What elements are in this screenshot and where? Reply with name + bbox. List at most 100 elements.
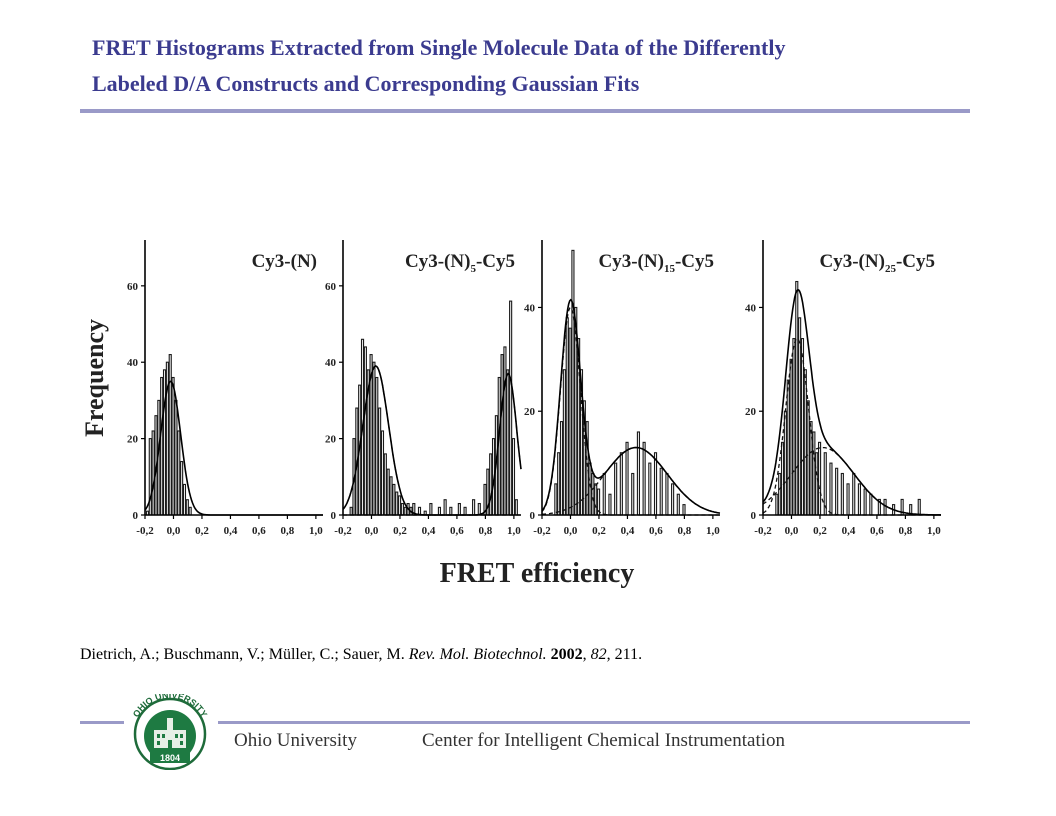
x-tick-label: 1,0 xyxy=(507,525,521,537)
histogram-bar xyxy=(397,495,402,516)
x-tick-label: 0,6 xyxy=(450,525,464,537)
x-axis-label: FRET efficiency xyxy=(440,558,635,589)
x-tick-label: 0,6 xyxy=(252,525,266,537)
x-tick-label: 0,2 xyxy=(813,525,827,537)
panel-label: Cy3-(N)25-Cy5 xyxy=(820,251,936,275)
histogram-bar xyxy=(783,410,787,516)
histogram-bar xyxy=(852,472,856,516)
title-line-2: Labeled D/A Constructs and Corresponding… xyxy=(92,71,640,96)
panel-label-suffix: -Cy5 xyxy=(476,251,515,272)
histogram-bar xyxy=(857,483,862,516)
histogram-bar xyxy=(636,431,641,516)
histogram-bar xyxy=(151,430,155,516)
y-tick-label: 20 xyxy=(325,434,337,446)
histogram-bar xyxy=(363,346,367,516)
histogram-bar xyxy=(648,462,652,516)
histogram-bar xyxy=(171,376,175,516)
histogram-bar xyxy=(554,483,558,516)
ohio-university-seal-logo: OHIO UNIVERSITY 1804 xyxy=(131,694,209,770)
y-axis-label: Frequency xyxy=(80,319,109,437)
x-tick-label: 0,4 xyxy=(842,525,856,537)
histogram-bar xyxy=(514,499,518,516)
histogram-bar xyxy=(386,468,390,516)
panel-label-subscript: 15 xyxy=(664,263,676,275)
histogram-bar xyxy=(786,379,790,516)
histogram-bar xyxy=(449,506,453,516)
histogram-bar xyxy=(503,346,507,516)
y-tick-label: 20 xyxy=(127,434,139,446)
histogram-bar xyxy=(659,467,663,516)
histogram-bar xyxy=(372,361,376,516)
panel-label-main: Cy3-(N) xyxy=(405,251,470,272)
panel-label-subscript: 25 xyxy=(885,263,897,275)
histogram-bar xyxy=(780,441,785,516)
x-tick-label: 0,0 xyxy=(564,525,578,537)
x-tick-label: 0,6 xyxy=(649,525,663,537)
footer-rule-right xyxy=(218,721,970,724)
y-tick-label: 20 xyxy=(524,406,536,418)
panel-label: Cy3-(N)15-Cy5 xyxy=(599,251,715,275)
histogram-bar xyxy=(869,493,873,516)
histogram-bar xyxy=(443,499,447,516)
fret-histogram-figure: Frequency 0 20 40 60 -0,2 0,0 0,2 0,4 0,6 0,8 1,0 C… xyxy=(80,240,941,589)
y-tick-label: 0 xyxy=(751,510,757,522)
title-line-1: FRET Histograms Extracted from Single Mo… xyxy=(92,35,786,60)
x-tick-label: 1,0 xyxy=(927,525,941,537)
histogram-bar xyxy=(565,317,569,516)
panel-label-suffix: -Cy5 xyxy=(896,251,935,272)
histogram-panels: 0 20 40 60 -0,2 0,0 0,2 0,4 0,6 0,8 1,0 Cy3-(N) 0 20 4… xyxy=(127,240,941,537)
y-tick-label: 0 xyxy=(331,510,337,522)
x-tick-label: 0,0 xyxy=(167,525,181,537)
x-tick-label: -0,2 xyxy=(334,525,352,537)
histogram-bar xyxy=(829,462,833,516)
gaussian-fit-curve xyxy=(541,298,721,514)
histogram-bar xyxy=(400,502,404,516)
histogram-bar xyxy=(349,506,353,516)
x-tick-label: 0,8 xyxy=(281,525,295,537)
x-tick-label: 0,4 xyxy=(621,525,635,537)
histogram-bar xyxy=(489,453,493,516)
histogram-bar xyxy=(559,421,564,516)
histogram-bar xyxy=(500,354,504,516)
x-tick-label: 0,4 xyxy=(224,525,238,537)
histogram-bar xyxy=(395,491,399,516)
x-tick-label: -0,2 xyxy=(533,525,551,537)
y-tick-label: 20 xyxy=(745,406,757,418)
histogram-bar xyxy=(182,483,187,516)
panel-label: Cy3-(N) xyxy=(252,251,317,272)
histogram-bar xyxy=(588,462,592,516)
histogram-bar xyxy=(653,452,658,516)
histogram-bar xyxy=(795,280,799,516)
histogram-bar xyxy=(168,354,172,516)
footer-rule-left xyxy=(80,721,124,724)
citation-authors: Dietrich, A.; Buschmann, V.; Müller, C.;… xyxy=(80,646,409,663)
histogram-bar xyxy=(472,499,476,516)
histogram-bar xyxy=(429,502,433,516)
histogram-bar xyxy=(631,472,635,516)
y-tick-label: 40 xyxy=(325,357,337,369)
x-tick-label: 0,2 xyxy=(393,525,407,537)
x-tick-label: 0,0 xyxy=(785,525,799,537)
histogram-bar xyxy=(188,506,192,516)
histogram-bar xyxy=(174,399,178,516)
citation-pages: , 211. xyxy=(606,646,643,663)
histogram-bar xyxy=(803,369,807,516)
x-tick-label: 0,2 xyxy=(592,525,606,537)
x-tick-label: 1,0 xyxy=(309,525,323,537)
histogram-panel-1: 0 20 40 60 -0,2 0,0 0,2 0,4 0,6 0,8 1,0 Cy3-(N) xyxy=(127,240,323,537)
histogram-bar xyxy=(389,476,393,516)
gaussian-fit-curve xyxy=(762,289,941,516)
x-tick-label: 0,8 xyxy=(899,525,913,537)
histogram-bar xyxy=(568,327,572,516)
histogram-bar xyxy=(671,483,675,516)
histogram-bar xyxy=(815,452,819,516)
panel-label-main: Cy3-(N) xyxy=(820,251,885,272)
y-tick-label: 40 xyxy=(745,302,757,314)
histogram-bar xyxy=(806,400,810,516)
histogram-bar xyxy=(676,493,680,516)
histogram-bar xyxy=(614,462,618,516)
citation-volume: 82 xyxy=(590,646,607,663)
histogram-bar xyxy=(185,499,189,516)
panel-label-suffix: -Cy5 xyxy=(675,251,714,272)
histogram-bar xyxy=(180,460,184,516)
